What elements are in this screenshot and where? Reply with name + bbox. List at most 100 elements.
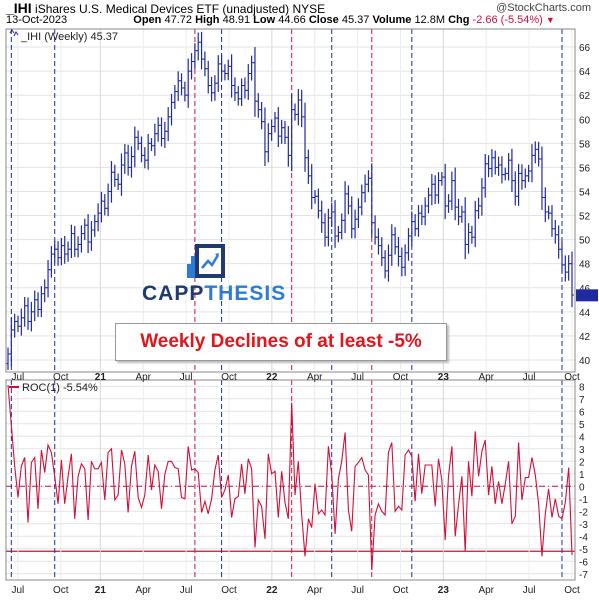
open-value: 47.72 xyxy=(164,14,192,26)
watermark: @StockCharts.com xyxy=(496,2,591,14)
price-bar xyxy=(493,150,498,175)
price-tick-label: 64 xyxy=(579,67,591,78)
x-tick-label: Jul xyxy=(523,585,536,596)
price-bar xyxy=(262,107,267,167)
x-tick-label: 23 xyxy=(438,372,450,383)
chart-logo-icon xyxy=(187,244,225,278)
price-bar xyxy=(46,259,51,298)
price-bar xyxy=(162,121,167,148)
signal-lines xyxy=(10,29,563,580)
x-tick-label: Jul xyxy=(11,372,24,383)
price-tick-label: 60 xyxy=(579,115,591,126)
price-bar xyxy=(413,214,418,237)
price-bar xyxy=(29,301,34,332)
x-tick-label: Apr xyxy=(135,372,151,383)
price-bar xyxy=(546,205,551,220)
price-bar xyxy=(136,130,141,151)
x-tick-label: Apr xyxy=(478,372,494,383)
price-tick-label: 62 xyxy=(579,91,591,102)
x-tick-label: Apr xyxy=(307,372,323,383)
roc-series xyxy=(7,384,573,571)
price-bar xyxy=(323,213,328,247)
price-bar xyxy=(26,297,31,330)
price-bar xyxy=(379,237,384,267)
price-bar xyxy=(189,53,194,80)
price-bar xyxy=(79,225,84,253)
price-bar xyxy=(156,117,161,142)
roc-tick-label: 3 xyxy=(579,445,585,456)
price-bar xyxy=(516,163,521,206)
x-tick-label: Jul xyxy=(351,372,364,383)
price-bar xyxy=(96,203,101,232)
x-tick-label: Oct xyxy=(564,372,580,383)
price-bar xyxy=(436,172,441,204)
price-tick-label: 58 xyxy=(579,139,591,150)
x-tick-label: Apr xyxy=(307,585,323,596)
price-tick-label: 44 xyxy=(579,308,591,319)
x-tick-label: Jul xyxy=(180,372,193,383)
logo-wordmark: CAPPTHESIS xyxy=(142,282,287,305)
roc-x-axis: Jul Oct 21 Apr Jul Oct 22 Apr Jul Oct 23 Apr Jul Oct xyxy=(11,585,580,596)
roc-line xyxy=(7,384,573,571)
price-tick-label: 52 xyxy=(579,212,591,223)
price-bar xyxy=(42,279,47,303)
price-bar xyxy=(39,286,44,318)
price-bars xyxy=(6,31,574,370)
price-bar xyxy=(409,211,414,247)
price-bar xyxy=(453,167,458,221)
low-label: Low xyxy=(253,14,276,26)
x-tick-label: 23 xyxy=(438,585,450,596)
symbol: _IHI xyxy=(6,0,32,16)
roc-tick-label: 7 xyxy=(579,395,585,406)
price-tick-label: 50 xyxy=(579,236,591,247)
price-legend-text: _IHI (Weekly) 45.37 xyxy=(20,31,118,43)
price-bar xyxy=(326,208,331,247)
price-bar xyxy=(286,125,291,167)
close-label: Close xyxy=(308,14,339,26)
price-bar xyxy=(349,196,354,239)
down-arrow-icon: ▼ xyxy=(545,15,555,25)
price-tick-label: 42 xyxy=(579,332,591,343)
price-bar xyxy=(293,103,298,121)
price-bar xyxy=(32,290,37,322)
price-bar xyxy=(363,174,368,203)
roc-tick-label: 5 xyxy=(579,420,585,431)
price-bar xyxy=(36,292,41,317)
price-bar xyxy=(329,202,334,228)
price-bar xyxy=(406,228,411,261)
last-price-box xyxy=(576,289,598,302)
price-bar xyxy=(383,250,388,279)
price-bar xyxy=(59,237,64,266)
price-bar xyxy=(503,167,508,181)
x-tick-label: 21 xyxy=(95,372,107,383)
x-tick-label: Oct xyxy=(221,585,237,596)
price-bar xyxy=(212,75,217,101)
volume-label: Volume xyxy=(372,14,412,26)
x-tick-label: Jul xyxy=(351,585,364,596)
price-bar xyxy=(489,149,494,178)
x-tick-label: Oct xyxy=(393,372,409,383)
price-bar xyxy=(92,214,97,237)
price-bar xyxy=(469,225,474,244)
price-bar xyxy=(333,200,338,248)
price-bar xyxy=(539,146,544,210)
price-bar xyxy=(179,73,184,96)
price-bar xyxy=(219,54,224,81)
price-bar xyxy=(346,185,351,215)
price-bar xyxy=(149,138,154,151)
x-tick-label: Oct xyxy=(53,585,69,596)
price-bar xyxy=(116,173,121,190)
price-bar xyxy=(356,198,361,229)
price-bar xyxy=(279,119,284,144)
low-value: 44.66 xyxy=(278,14,306,26)
price-bar xyxy=(86,214,91,254)
price-bar xyxy=(459,205,464,223)
price-bar xyxy=(393,227,398,255)
roc-tick-label: 4 xyxy=(579,432,585,443)
price-bar xyxy=(456,198,461,226)
price-bar xyxy=(232,77,237,102)
price-bar xyxy=(256,93,261,118)
price-bar xyxy=(343,181,348,234)
price-bar xyxy=(549,205,554,237)
price-bar xyxy=(316,188,321,219)
